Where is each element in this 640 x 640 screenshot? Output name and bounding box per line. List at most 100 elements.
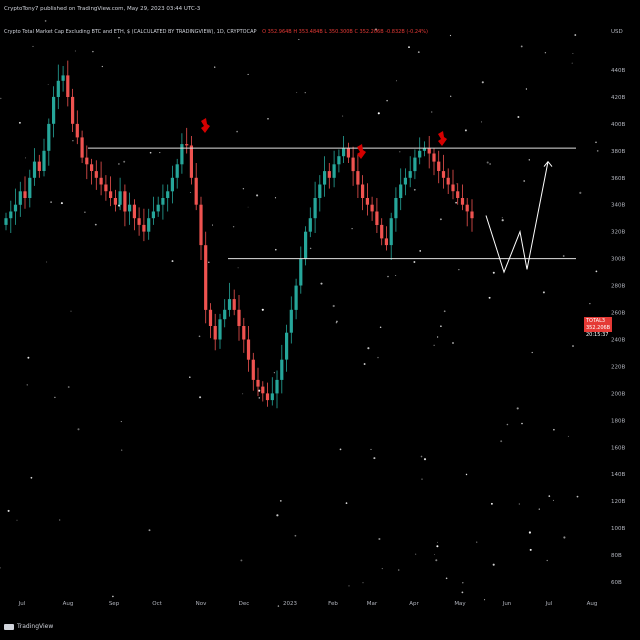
star-dot: [488, 296, 491, 299]
star-dot: [423, 458, 427, 461]
star-dot: [247, 73, 249, 75]
price-tag-value: 352.206B: [586, 325, 611, 331]
candle-body: [99, 177, 103, 185]
star-dot: [294, 534, 297, 537]
star-dot: [256, 194, 259, 197]
candle-body: [242, 326, 246, 340]
candle-body: [289, 309, 293, 333]
star-dot: [452, 342, 454, 344]
current-price-tag: TOTAL3 352.206B 20:15:37: [584, 317, 612, 338]
star-dot: [481, 81, 484, 84]
star-dot: [562, 255, 565, 257]
down-arrow-icon: [438, 131, 447, 146]
candle-body: [313, 198, 317, 219]
star-dot: [529, 548, 532, 551]
star-dot: [377, 356, 379, 359]
star-dot: [232, 226, 235, 228]
candle-body: [265, 393, 270, 401]
candle-body: [437, 161, 441, 171]
star-dot: [279, 499, 282, 502]
candle-body: [384, 238, 388, 246]
star-dot: [523, 180, 526, 182]
star-dot: [492, 271, 495, 274]
star-dot: [258, 389, 261, 392]
candle-body: [323, 171, 327, 185]
candle-body: [180, 144, 184, 165]
horizontal-levels: [88, 147, 576, 260]
y-tick-label: 140B: [611, 472, 625, 478]
candle-body: [460, 198, 465, 205]
candle-body: [132, 204, 136, 219]
star-dot: [439, 218, 442, 221]
star-dot: [24, 157, 27, 159]
candle-body: [256, 379, 260, 387]
candle-body: [189, 145, 193, 178]
candle-body: [13, 204, 18, 212]
star-dot: [395, 274, 397, 276]
star-dot: [456, 183, 458, 185]
projection-arrowhead-icon: [543, 160, 553, 167]
star-dot: [572, 53, 574, 55]
star-dot: [415, 553, 417, 555]
y-tick-label: 280B: [611, 284, 625, 290]
star-dot: [373, 457, 376, 460]
logo-text: TradingView: [17, 623, 54, 630]
candle-body: [351, 157, 355, 172]
candle-body: [161, 198, 165, 205]
star-dot: [123, 160, 126, 163]
star-dot: [112, 595, 114, 598]
tradingview-logo[interactable]: TradingView: [4, 623, 53, 630]
star-dot: [500, 440, 503, 443]
y-tick-label: 420B: [611, 95, 625, 101]
star-dot: [342, 115, 344, 117]
star-dot: [397, 569, 400, 571]
candle-body: [270, 393, 274, 401]
star-dot: [395, 80, 398, 82]
x-tick-label: Jun: [502, 601, 512, 607]
candle-body: [28, 177, 32, 198]
star-dot: [44, 20, 47, 22]
star-dot: [465, 473, 468, 476]
star-dot: [304, 92, 306, 94]
y-tick-label: 120B: [611, 499, 625, 505]
star-dot: [345, 502, 348, 504]
star-dot: [74, 50, 76, 52]
candle-body: [175, 164, 179, 178]
down-arrow-icon: [201, 118, 210, 133]
candle-body: [299, 258, 303, 286]
candle-body: [42, 150, 46, 171]
x-tick-label: Jul: [545, 601, 553, 607]
star-dot: [148, 529, 151, 532]
star-dot: [54, 396, 56, 399]
candle-body: [199, 204, 203, 246]
star-dot: [431, 111, 433, 113]
candle-body: [375, 211, 379, 225]
star-dot: [538, 508, 540, 510]
candle-body: [147, 218, 151, 232]
star-dot: [18, 121, 21, 124]
candle-body: [356, 171, 360, 185]
star-dot: [320, 282, 323, 285]
candle-body: [275, 379, 279, 394]
candle-body: [342, 148, 346, 157]
y-tick-label: 100B: [611, 526, 625, 532]
y-tick-label: 240B: [611, 338, 625, 344]
star-dot: [574, 34, 577, 36]
star-dot: [84, 211, 86, 213]
star-dot: [348, 585, 350, 587]
star-dot: [417, 51, 420, 53]
candle-body: [389, 218, 393, 246]
star-dot: [47, 83, 49, 85]
star-dot: [237, 267, 239, 269]
candle-body: [32, 161, 37, 178]
x-tick-label: Aug: [587, 601, 598, 607]
star-dot: [267, 117, 269, 120]
x-tick-label: Jul: [18, 601, 26, 607]
y-tick-label: 160B: [611, 445, 625, 451]
y-tick-label: 440B: [611, 68, 625, 74]
star-dot: [189, 376, 191, 379]
x-tick-label: Mar: [367, 601, 378, 607]
candle-body: [4, 218, 8, 225]
star-dot: [421, 478, 423, 480]
